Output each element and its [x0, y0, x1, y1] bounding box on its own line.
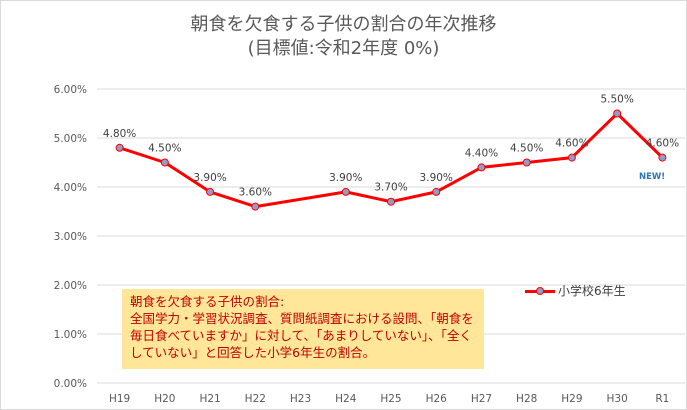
data-label: 4.50% — [510, 143, 543, 155]
x-tick-label: H23 — [290, 393, 311, 405]
data-label: 3.60% — [239, 187, 272, 199]
x-tick-label: H19 — [109, 393, 130, 405]
x-tick-label: H20 — [154, 393, 175, 405]
x-tick-label: H28 — [516, 393, 537, 405]
x-tick-label: H24 — [335, 393, 357, 405]
x-tick-label: H27 — [471, 393, 492, 405]
x-tick-label: H22 — [245, 393, 266, 405]
x-tick-label: H26 — [426, 393, 448, 405]
note-box: 朝食を欠食する子供の割合: 全国学力・学習状況調査、質問紙調査における設問、「朝… — [122, 289, 484, 369]
data-point — [341, 187, 350, 196]
data-label: 4.60% — [646, 138, 679, 150]
x-tick-label: H30 — [607, 393, 628, 405]
y-tick-label: 0.00% — [54, 378, 87, 390]
data-point — [613, 109, 622, 118]
data-label: 4.80% — [103, 128, 136, 140]
data-label: 3.90% — [420, 172, 453, 184]
x-tick-label: H29 — [561, 393, 582, 405]
series-line — [119, 112, 664, 209]
data-label: 4.50% — [148, 143, 181, 155]
y-tick-label: 2.00% — [54, 280, 87, 292]
y-tick-label: 6.00% — [54, 84, 87, 96]
data-point — [567, 153, 576, 162]
data-label: 3.90% — [329, 172, 362, 184]
data-point — [387, 197, 395, 206]
y-tick-label: 3.00% — [54, 231, 87, 243]
y-tick-label: 1.00% — [54, 329, 87, 341]
legend-label: 小学校6年生 — [558, 284, 626, 298]
data-label: 4.60% — [555, 138, 588, 150]
data-label: 4.40% — [465, 147, 498, 159]
x-tick-label: H25 — [380, 393, 401, 405]
data-point — [160, 158, 169, 167]
y-tick-label: 5.00% — [54, 133, 87, 145]
x-tick-label: R1 — [655, 393, 669, 405]
legend-line-marker — [525, 286, 555, 296]
data-point — [522, 158, 531, 167]
chart-subtitle: (目標値:令和2年度 0%) — [247, 38, 440, 59]
new-badge: NEW! — [639, 172, 666, 182]
data-label: 3.90% — [193, 172, 226, 184]
data-point — [477, 163, 486, 172]
data-point — [432, 187, 441, 196]
data-point — [206, 187, 215, 196]
data-point — [658, 153, 667, 162]
x-tick-label: H21 — [199, 393, 220, 405]
y-tick-label: 4.00% — [54, 182, 87, 194]
legend: 小学校6年生 — [525, 282, 626, 299]
data-point — [115, 143, 124, 152]
data-label: 5.50% — [600, 94, 633, 106]
data-label: 3.70% — [374, 182, 407, 194]
chart-title: 朝食を欠食する子供の割合の年次推移 — [190, 14, 497, 35]
data-point — [251, 202, 260, 211]
